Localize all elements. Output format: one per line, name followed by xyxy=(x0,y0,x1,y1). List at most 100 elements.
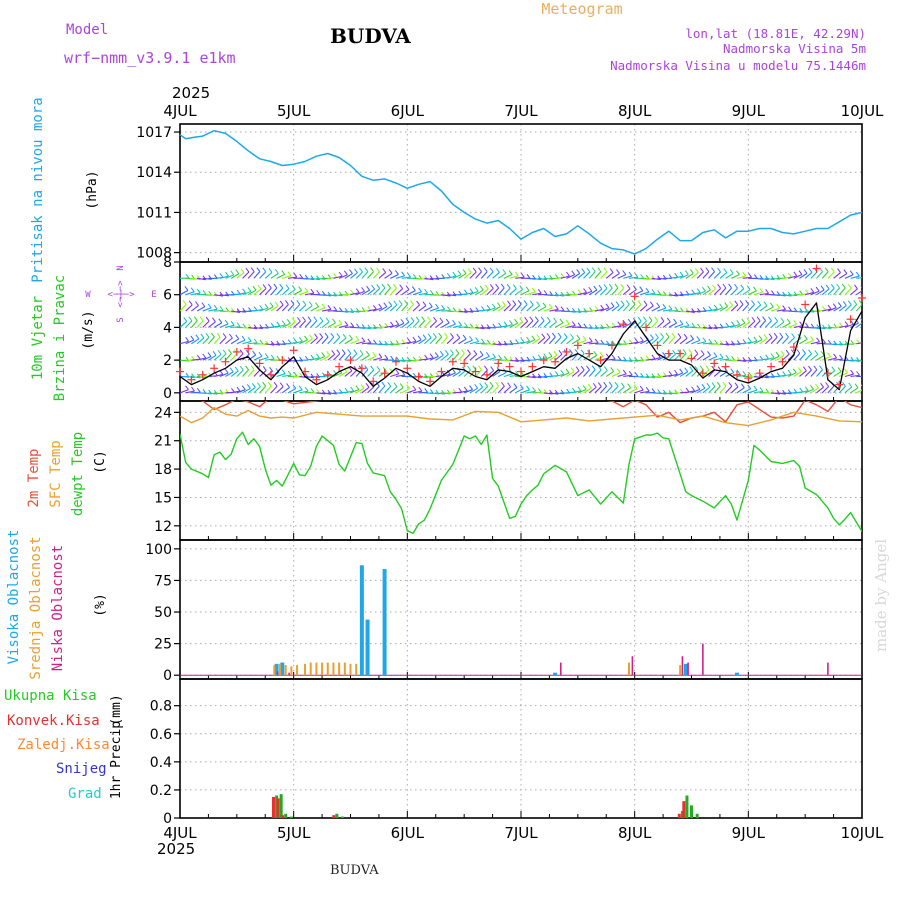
wind-barb-tip xyxy=(390,322,393,326)
wind-barb-tip xyxy=(480,383,483,387)
wind-barb-tip xyxy=(513,285,516,289)
wind-barb-tip xyxy=(640,337,643,341)
temp-ylabel-2: SFC Temp xyxy=(48,440,64,507)
wind-barb-tip xyxy=(680,369,683,373)
wind-barb-tip xyxy=(208,353,211,357)
wind-barb-tip xyxy=(453,320,456,324)
wind-barb-tip xyxy=(470,289,473,293)
wind-barb-tip xyxy=(214,305,217,309)
precip-bar-total xyxy=(280,794,283,818)
wind-barb-tip xyxy=(760,288,763,292)
cloud-bar-low xyxy=(288,673,290,676)
wind-barb xyxy=(811,354,818,360)
wind-barb-tip xyxy=(394,301,397,305)
y-tick-label: 21 xyxy=(154,434,172,450)
wind-barb-tip xyxy=(566,272,569,276)
wind-barb-tip xyxy=(206,317,209,321)
wind-barb-tip xyxy=(685,368,688,372)
wind-barb xyxy=(754,305,761,311)
wind-barb-tip xyxy=(844,270,847,274)
wind-barb-tip xyxy=(246,366,249,370)
wind-barb xyxy=(606,386,612,393)
wind-barb-tip xyxy=(783,371,786,375)
wind-barb xyxy=(680,353,686,360)
wind-barb-tip xyxy=(496,382,499,386)
wind-barb xyxy=(856,277,865,278)
wind-barb-tip xyxy=(271,355,274,359)
wind-barb-tip xyxy=(543,303,546,307)
wind-barb-tip xyxy=(561,307,564,311)
wind-barb-tip xyxy=(718,268,721,272)
wind-barb-tip xyxy=(447,273,450,277)
wind-barb xyxy=(493,272,500,278)
year-top: 2025 xyxy=(172,84,210,102)
wind-barb-tip xyxy=(706,366,709,370)
wind-barb-tip xyxy=(797,349,800,353)
wind-barb-tip xyxy=(561,370,564,374)
wind-barb-tip xyxy=(788,307,791,311)
y-tick-label: 0 xyxy=(163,811,172,827)
wind-barb xyxy=(777,337,783,344)
wind-barb-tip xyxy=(609,284,612,288)
wind-barb-tip xyxy=(223,350,226,354)
wind-barb xyxy=(521,304,527,311)
wind-barb-tip xyxy=(268,284,271,288)
wind-barb-tip xyxy=(474,350,477,354)
wind-barb-tip xyxy=(742,319,745,323)
wind-barb xyxy=(618,288,624,295)
wind-barb-tip xyxy=(481,339,484,343)
wind-barb-tip xyxy=(394,383,397,387)
wind-barb-tip xyxy=(490,284,493,288)
wind-barb-tip xyxy=(339,272,342,276)
wind-barb-tip xyxy=(646,288,649,292)
wind-barb xyxy=(601,272,607,278)
wind-barb-tip xyxy=(464,290,467,294)
wind-barb-tip xyxy=(599,285,602,289)
wind-barb-tip xyxy=(482,306,485,310)
wind-barb-tip xyxy=(673,350,676,354)
wind-barb-tip xyxy=(425,355,428,359)
gust-marker xyxy=(403,364,411,372)
wind-barb xyxy=(231,353,237,360)
wind-barb-tip xyxy=(366,383,369,387)
wind-barb-tip xyxy=(197,388,200,392)
wind-barb-tip xyxy=(817,338,820,342)
wind-barb-tip xyxy=(428,334,431,338)
wind-barb-tip xyxy=(731,322,734,326)
wind-barb-tip xyxy=(257,268,260,272)
wind-barb-tip xyxy=(303,301,306,305)
wind-barb-tip xyxy=(202,303,205,307)
wind-barb-tip xyxy=(430,354,433,358)
wind-barb xyxy=(561,337,567,343)
wind-barb xyxy=(254,272,260,279)
x-tick-label: 4JUL xyxy=(163,102,197,120)
wind-barb-tip xyxy=(280,301,283,305)
wind-barb-tip xyxy=(247,384,250,388)
wind-barb-tip xyxy=(554,351,557,355)
wind-barb xyxy=(322,337,328,344)
wind-barb-tip xyxy=(383,268,386,272)
wind-barb-tip xyxy=(349,335,352,339)
wind-barb xyxy=(487,272,493,278)
wind-barb-tip xyxy=(723,382,726,386)
model-label: Model xyxy=(66,22,108,38)
wind-barb-tip xyxy=(840,323,843,327)
wind-barb-tip xyxy=(598,268,601,272)
wind-barb-tip xyxy=(476,338,479,342)
wind-barb-tip xyxy=(197,355,200,359)
wind-barb xyxy=(271,386,277,393)
wind-barb-tip xyxy=(344,271,347,275)
wind-barb-tip xyxy=(675,307,678,311)
wind-barb-tip xyxy=(200,317,203,321)
wind-barb-tip xyxy=(811,288,814,292)
cloud-bar-mid xyxy=(338,663,340,676)
wind-barb-tip xyxy=(633,286,636,290)
wind-barb-tip xyxy=(611,367,614,371)
wind-barb xyxy=(527,305,534,311)
wind-barb-tip xyxy=(470,386,473,390)
wind-barb-tip xyxy=(840,355,843,359)
wind-barb-tip xyxy=(845,322,848,326)
gust-marker xyxy=(301,368,309,376)
wind-barb-tip xyxy=(417,301,420,305)
